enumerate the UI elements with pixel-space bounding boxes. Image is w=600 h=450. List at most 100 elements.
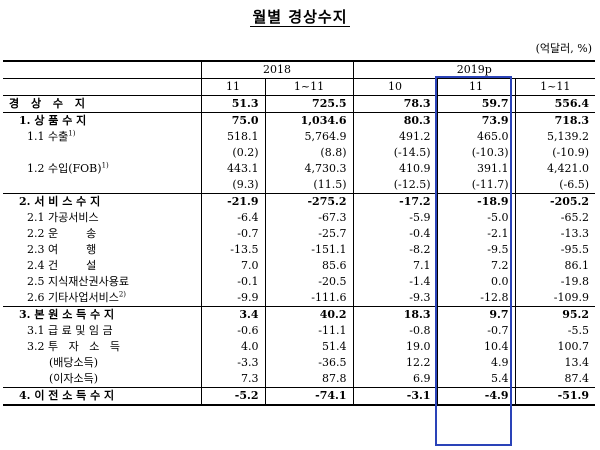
cell: -0.8 (352, 323, 437, 339)
row-label: 1. 상 품 수 지 (3, 112, 201, 129)
year-header-2019: 2019p (352, 60, 596, 79)
cell: 51.3 (200, 95, 265, 113)
table-row: (이자소득) 7.3 87.8 6.9 5.4 87.4 (3, 371, 596, 388)
cell: 443.1 (200, 161, 265, 177)
cell: 4.0 (200, 339, 265, 355)
cell: -0.1 (200, 274, 265, 290)
row-label: 1.2 수입(FOB)1) (27, 161, 109, 175)
cell: -5.5 (514, 323, 596, 339)
cell: -67.3 (264, 210, 353, 226)
table-row: 3. 본 원 소 득 수 지 3.4 40.2 18.3 9.7 95.2 (3, 306, 596, 323)
cell: 78.3 (352, 95, 437, 113)
cell: (-10.9) (514, 145, 596, 161)
cell: 73.9 (436, 112, 515, 129)
cell: 86.1 (514, 258, 596, 274)
cell: -19.8 (514, 274, 596, 290)
table-row: 2.5 지식재산권사용료 -0.1 -20.5 -1.4 0.0 -19.8 (3, 274, 596, 290)
row-label: 2.5 지식재산권사용료 (27, 275, 129, 288)
cell: 87.8 (264, 371, 353, 388)
cell: -1.4 (352, 274, 437, 290)
row-label (3, 177, 201, 194)
cell: -13.3 (514, 226, 596, 242)
cell: 7.0 (200, 258, 265, 274)
cell: -9.5 (436, 242, 515, 258)
table-row: 1.1 수출1) 518.1 5,764.9 491.2 465.0 5,139… (3, 129, 596, 145)
cell: 7.3 (200, 371, 265, 388)
table-row: 경 상 수 지 51.3 725.5 78.3 59.7 556.4 (3, 95, 596, 113)
table-row: 1.2 수입(FOB)1) 443.1 4,730.3 410.9 391.1 … (3, 161, 596, 177)
cell: 59.7 (436, 95, 515, 113)
cell: 410.9 (352, 161, 437, 177)
cell: -36.5 (264, 355, 353, 371)
cell: (11.5) (264, 177, 353, 194)
row-label: 3.1 급 료 및 임 금 (27, 324, 113, 337)
row-label: 4. 이 전 소 득 수 지 (3, 387, 201, 406)
cell: 4,730.3 (264, 161, 353, 177)
cell: -65.2 (514, 210, 596, 226)
cell: 556.4 (514, 95, 596, 113)
cell: 518.1 (200, 129, 265, 145)
cell: 12.2 (352, 355, 437, 371)
table-row: 2.6 기타사업서비스2) -9.9 -111.6 -9.3 -12.8 -10… (3, 290, 596, 307)
row-label: (배당소득) (49, 356, 99, 369)
cell: -111.6 (264, 290, 353, 307)
cell: 80.3 (352, 112, 437, 129)
cell: 18.3 (352, 306, 437, 323)
cell: (0.2) (200, 145, 265, 161)
month-header: 1~11 (514, 78, 596, 96)
cell: -151.1 (264, 242, 353, 258)
corner-cell (3, 60, 201, 79)
row-label: 2.3 여 행 (27, 243, 97, 256)
cell: 95.2 (514, 306, 596, 323)
cell: 491.2 (352, 129, 437, 145)
cell: -0.7 (200, 226, 265, 242)
cell: (-12.5) (352, 177, 437, 194)
cell: -2.1 (436, 226, 515, 242)
table-row: (0.2) (8.8) (-14.5) (-10.3) (-10.9) (3, 145, 596, 161)
cell: -51.9 (514, 387, 596, 406)
corner-cell-2 (3, 78, 201, 96)
cell: -4.9 (436, 387, 515, 406)
row-label: 3. 본 원 소 득 수 지 (3, 306, 201, 323)
cell: (-6.5) (514, 177, 596, 194)
month-header: 11 (200, 78, 265, 96)
cell: -0.6 (200, 323, 265, 339)
cell: 10.4 (436, 339, 515, 355)
cell: 19.0 (352, 339, 437, 355)
cell: 6.9 (352, 371, 437, 388)
cell: 87.4 (514, 371, 596, 388)
cell: 7.1 (352, 258, 437, 274)
cell: 7.2 (436, 258, 515, 274)
row-label: 2.2 운 송 (27, 227, 97, 240)
table-row: 4. 이 전 소 득 수 지 -5.2 -74.1 -3.1 -4.9 -51.… (3, 387, 596, 406)
cell: -0.4 (352, 226, 437, 242)
cell: 40.2 (264, 306, 353, 323)
month-header: 10 (352, 78, 437, 96)
cell: 718.3 (514, 112, 596, 129)
cell: -12.8 (436, 290, 515, 307)
cell: -3.3 (200, 355, 265, 371)
row-label: 1.1 수출1) (27, 129, 76, 143)
cell: 725.5 (264, 95, 353, 113)
cell: (-10.3) (436, 145, 515, 161)
cell: 100.7 (514, 339, 596, 355)
cell: 5.4 (436, 371, 515, 388)
table-row: 1. 상 품 수 지 75.0 1,034.6 80.3 73.9 718.3 (3, 112, 596, 129)
cell: -5.0 (436, 210, 515, 226)
cell: -21.9 (200, 193, 265, 210)
cell: 5,139.2 (514, 129, 596, 145)
cell: -5.2 (200, 387, 265, 406)
row-label (3, 145, 201, 161)
cell: 4.9 (436, 355, 515, 371)
row-label: 2.4 건 설 (27, 259, 97, 272)
cell: -9.9 (200, 290, 265, 307)
cell: -74.1 (264, 387, 353, 406)
cell: 1,034.6 (264, 112, 353, 129)
cell: -9.3 (352, 290, 437, 307)
table-row: (9.3) (11.5) (-12.5) (-11.7) (-6.5) (3, 177, 596, 194)
cell: (-11.7) (436, 177, 515, 194)
row-label: 2.1 가공서비스 (27, 211, 99, 224)
cell: -11.1 (264, 323, 353, 339)
cell: -3.1 (352, 387, 437, 406)
cell: -95.5 (514, 242, 596, 258)
